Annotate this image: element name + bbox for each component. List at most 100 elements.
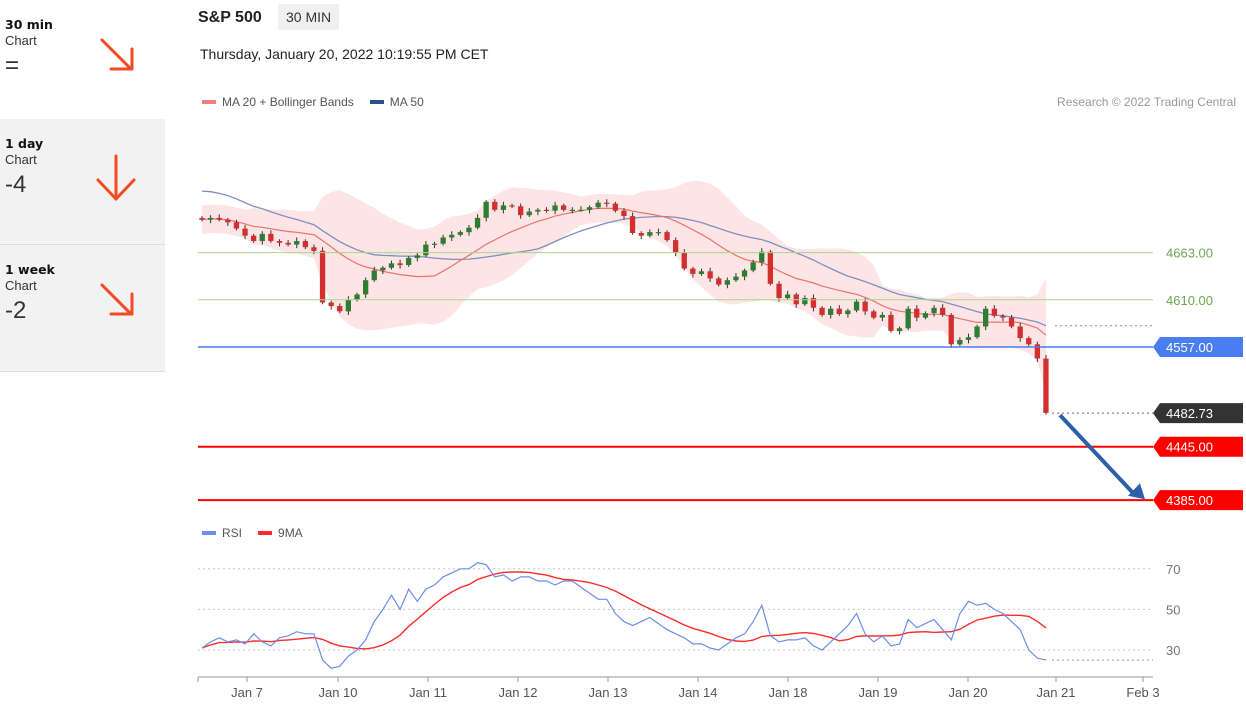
candle-body (371, 270, 377, 281)
rsi-ma-line (201, 571, 1047, 650)
pivot-label: 4557.00 (1166, 340, 1213, 355)
candle-body (957, 339, 963, 345)
rsi-legend-label: RSI (222, 526, 243, 540)
arrow-down-icon (96, 154, 136, 201)
term-1day[interactable]: 1 day Chart -4 (0, 119, 165, 244)
x-axis: Jan 7 Jan 10 Jan 11 Jan 12 Jan 13 Jan 14 Jan 1… (197, 676, 1160, 700)
candle-body (948, 314, 954, 345)
candle-body (604, 202, 610, 204)
candle-body (983, 308, 989, 327)
candle-body (733, 276, 739, 281)
rsi-line (201, 562, 1047, 669)
candle-body (337, 306, 343, 312)
arrow-down-right-icon (100, 283, 134, 316)
support-2-label: 4385.00 (1166, 493, 1213, 508)
candle-body (345, 299, 351, 312)
last-price-tag (1153, 403, 1243, 424)
term-score: -2 (5, 297, 27, 324)
candle-body (819, 307, 825, 315)
candle-body (896, 328, 903, 331)
forecast-arrow-head (1128, 483, 1145, 500)
candle-body (225, 219, 231, 223)
timestamp: Thursday, January 20, 2022 10:19:55 PM C… (200, 46, 489, 62)
candle-body (319, 250, 326, 303)
candle-body (552, 205, 558, 211)
candle-body (466, 227, 472, 233)
candle-body (681, 252, 687, 269)
support-2-tag (1153, 490, 1243, 511)
x-tick-label: Jan 21 (1036, 685, 1075, 700)
candle-body (1043, 358, 1049, 413)
candle-body (767, 251, 773, 284)
rsi-panel: 70 50 30 (198, 562, 1180, 669)
candle-body (922, 313, 929, 318)
candle-body (328, 302, 334, 307)
candle-body (363, 280, 369, 295)
candle-body (207, 217, 214, 220)
candle-body (1034, 344, 1040, 359)
term-1week[interactable]: 1 week Chart -2 (0, 245, 165, 371)
ma50-swatch (369, 100, 384, 104)
x-tick-label: Feb 3 (1126, 685, 1159, 700)
candle-body (251, 235, 257, 241)
rsi-swatch (202, 531, 216, 535)
candle-body (629, 216, 636, 233)
term-title: 1 day (5, 136, 44, 151)
candle-body (406, 257, 412, 265)
pivot-tag (1153, 337, 1243, 357)
candle-body (871, 311, 877, 318)
candle-body (612, 203, 618, 211)
term-subtitle: Chart (5, 33, 37, 48)
candle-body (1026, 338, 1032, 345)
candle-body (595, 202, 601, 208)
candle-body (716, 278, 722, 285)
x-tick-label: Jan 19 (858, 685, 897, 700)
term-30min[interactable]: 30 min Chart = (0, 0, 165, 125)
candle-body (449, 234, 455, 238)
ma20-legend-label: MA 20 + Bollinger Bands (222, 95, 354, 109)
candle-body (836, 308, 842, 314)
candle-body (1000, 315, 1006, 318)
candle-body (526, 211, 532, 216)
candle-body (483, 201, 489, 218)
term-subtitle: Chart (5, 278, 37, 293)
candle-body (845, 310, 851, 315)
candle-body (500, 205, 507, 210)
candle-body (810, 298, 817, 308)
x-tick-label: Jan 18 (768, 685, 807, 700)
rsi-tick-label: 30 (1166, 643, 1180, 658)
rsi-legend: RSI 9MA (202, 526, 303, 540)
candle-body (302, 241, 308, 248)
candle-body (776, 283, 782, 298)
candle-body (974, 326, 980, 338)
candle-body (518, 206, 524, 216)
x-tick-label: Jan 14 (678, 685, 717, 700)
candle-body (561, 205, 567, 210)
candle-body (638, 233, 644, 236)
candle-body (414, 255, 420, 258)
timeframe-badge[interactable]: 30 MIN (278, 4, 340, 30)
term-title: 30 min (5, 17, 53, 32)
candle-body (199, 217, 205, 220)
candle-body (569, 209, 575, 211)
candle-body (621, 210, 627, 216)
candle-body (294, 241, 300, 245)
support-1-tag (1153, 436, 1243, 457)
candle-body (285, 242, 291, 245)
candle-body (268, 233, 274, 241)
candle-body (862, 301, 868, 312)
candle-body (474, 217, 481, 228)
research-credit: Research © 2022 Trading Central (1057, 95, 1236, 109)
candle-body (380, 267, 386, 271)
candle-body (940, 307, 946, 315)
candle-body (655, 232, 662, 234)
main-legend: MA 20 + Bollinger Bands MA 50 (202, 95, 424, 109)
term-score: = (5, 52, 20, 79)
candle-body (586, 207, 593, 210)
candle-body (431, 243, 438, 245)
candle-body (905, 308, 911, 329)
candle-body (233, 222, 240, 229)
candle-body (853, 301, 860, 311)
support-1-label: 4445.00 (1166, 440, 1213, 455)
